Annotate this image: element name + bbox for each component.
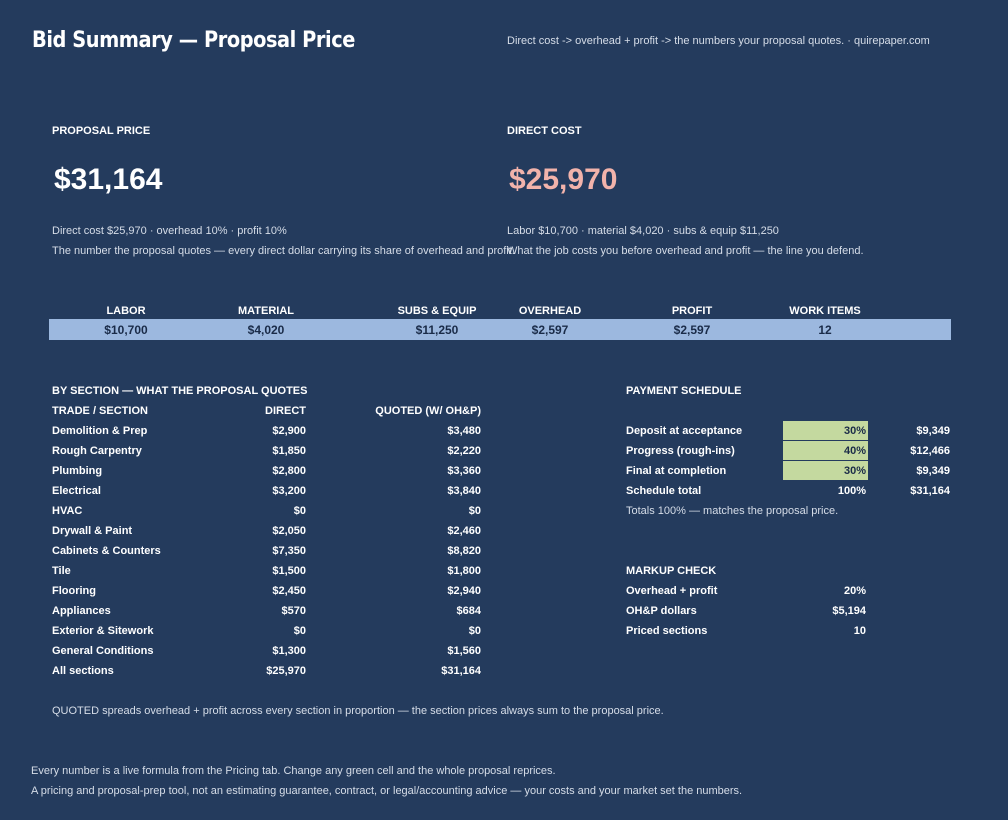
section-row-name: Cabinets & Counters — [52, 545, 161, 557]
sections-title: BY SECTION — WHAT THE PROPOSAL QUOTES — [52, 385, 308, 397]
section-row-direct: $1,500 — [272, 565, 306, 577]
page-tagline: Direct cost -> overhead + profit -> the … — [507, 35, 930, 47]
kpi-value-labor[interactable]: $10,700 — [104, 323, 148, 337]
proposal-price-value: $31,164 — [54, 163, 163, 196]
footer-line-2: A pricing and proposal-prep tool, not an… — [31, 785, 743, 797]
payment-pct-cell-2[interactable] — [783, 441, 868, 460]
payment-row-pct[interactable]: 40% — [843, 445, 866, 457]
section-row-name: All sections — [52, 665, 114, 677]
kpi-label-labor: LABOR — [106, 305, 146, 317]
markup-row-value: 20% — [843, 585, 866, 597]
payment-row-name: Final at completion — [626, 465, 727, 477]
kpi-value-material[interactable]: $4,020 — [247, 323, 285, 337]
section-row-quoted: $3,360 — [447, 465, 481, 477]
section-row-direct: $2,800 — [272, 465, 306, 477]
payment-total-amount: $31,164 — [910, 485, 950, 497]
section-row-direct: $570 — [281, 605, 306, 617]
payment-pct-cell-1[interactable] — [783, 421, 868, 440]
section-row-direct: $1,300 — [272, 645, 306, 657]
payment-row-pct[interactable]: 30% — [843, 425, 866, 437]
section-row-quoted: $2,460 — [447, 525, 481, 537]
section-row-quoted: $31,164 — [441, 665, 481, 677]
section-row-quoted: $684 — [456, 605, 481, 617]
direct-cost-detail: Labor $10,700 · material $4,020 · subs &… — [507, 225, 779, 237]
section-row-direct: $0 — [293, 505, 306, 517]
section-row-direct: $0 — [293, 625, 306, 637]
sections-note: QUOTED spreads overhead + profit across … — [52, 705, 664, 717]
section-row-name: Rough Carpentry — [52, 445, 142, 457]
footer-line-1: Every number is a live formula from the … — [31, 765, 556, 777]
section-row-name: Appliances — [52, 605, 111, 617]
section-row-direct: $7,350 — [272, 545, 306, 557]
section-row-quoted: $3,480 — [447, 425, 481, 437]
markup-row-name: OH&P dollars — [626, 605, 697, 617]
section-row-name: HVAC — [52, 505, 83, 517]
section-row-quoted: $1,560 — [447, 645, 481, 657]
markup-row-name: Overhead + profit — [626, 585, 718, 597]
payment-title: PAYMENT SCHEDULE — [626, 385, 742, 397]
section-row-quoted: $3,840 — [447, 485, 481, 497]
kpi-label-overhead: OVERHEAD — [518, 305, 582, 317]
section-row-name: Exterior & Sitework — [52, 625, 154, 637]
section-row-direct: $25,970 — [266, 665, 306, 677]
section-row-name: Flooring — [52, 585, 96, 597]
payment-note: Totals 100% — matches the proposal price… — [626, 505, 839, 517]
payment-row-amount: $9,349 — [916, 425, 950, 437]
section-row-direct: $2,450 — [272, 585, 306, 597]
kpi-value-profit[interactable]: $2,597 — [673, 323, 711, 337]
direct-cost-value: $25,970 — [509, 163, 618, 196]
kpi-value-subs[interactable]: $11,250 — [415, 323, 459, 337]
payment-row-name: Progress (rough-ins) — [626, 445, 735, 457]
section-row-direct: $2,050 — [272, 525, 306, 537]
markup-title: MARKUP CHECK — [626, 565, 717, 577]
section-row-quoted: $2,220 — [447, 445, 481, 457]
kpi-value-bar — [49, 319, 951, 340]
kpi-label-material: MATERIAL — [237, 305, 294, 317]
direct-cost-label: DIRECT COST — [507, 125, 582, 137]
section-row-direct: $2,900 — [272, 425, 306, 437]
section-row-quoted: $1,800 — [447, 565, 481, 577]
sections-col-direct: DIRECT — [265, 405, 306, 417]
proposal-price-detail: Direct cost $25,970 · overhead 10% · pro… — [52, 225, 287, 237]
payment-row-amount: $12,466 — [910, 445, 950, 457]
payment-total-name: Schedule total — [626, 485, 702, 497]
section-row-quoted: $8,820 — [447, 545, 481, 557]
section-row-name: Plumbing — [52, 465, 103, 477]
kpi-label-profit: PROFIT — [671, 305, 713, 317]
direct-cost-desc: What the job costs you before overhead a… — [507, 245, 864, 257]
payment-total-pct: 100% — [837, 485, 866, 497]
section-row-name: Electrical — [52, 485, 101, 497]
sections-col-trade: TRADE / SECTION — [52, 405, 148, 417]
kpi-value-work-items[interactable]: 12 — [818, 323, 832, 337]
sections-col-quoted: QUOTED (W/ OH&P) — [375, 405, 481, 417]
section-row-direct: $1,850 — [272, 445, 306, 457]
proposal-price-label: PROPOSAL PRICE — [52, 125, 151, 137]
proposal-price-desc: The number the proposal quotes — every d… — [52, 245, 515, 257]
section-row-quoted: $0 — [468, 625, 481, 637]
payment-pct-cell-3[interactable] — [783, 461, 868, 480]
kpi-label-subs: SUBS & EQUIP — [397, 305, 477, 317]
section-row-name: General Conditions — [52, 645, 154, 657]
section-row-direct: $3,200 — [272, 485, 306, 497]
payment-row-amount: $9,349 — [916, 465, 950, 477]
markup-row-name: Priced sections — [626, 625, 708, 637]
markup-row-value: 10 — [853, 625, 866, 637]
payment-row-pct[interactable]: 30% — [843, 465, 866, 477]
section-row-quoted: $2,940 — [447, 585, 481, 597]
page-title: Bid Summary — Proposal Price — [32, 28, 355, 53]
kpi-value-overhead[interactable]: $2,597 — [531, 323, 569, 337]
section-row-name: Demolition & Prep — [52, 425, 148, 437]
markup-row-value: $5,194 — [832, 605, 866, 617]
kpi-label-work-items: WORK ITEMS — [789, 305, 861, 317]
section-row-name: Drywall & Paint — [52, 525, 133, 537]
section-row-name: Tile — [52, 565, 71, 577]
payment-row-name: Deposit at acceptance — [626, 425, 743, 437]
section-row-quoted: $0 — [468, 505, 481, 517]
